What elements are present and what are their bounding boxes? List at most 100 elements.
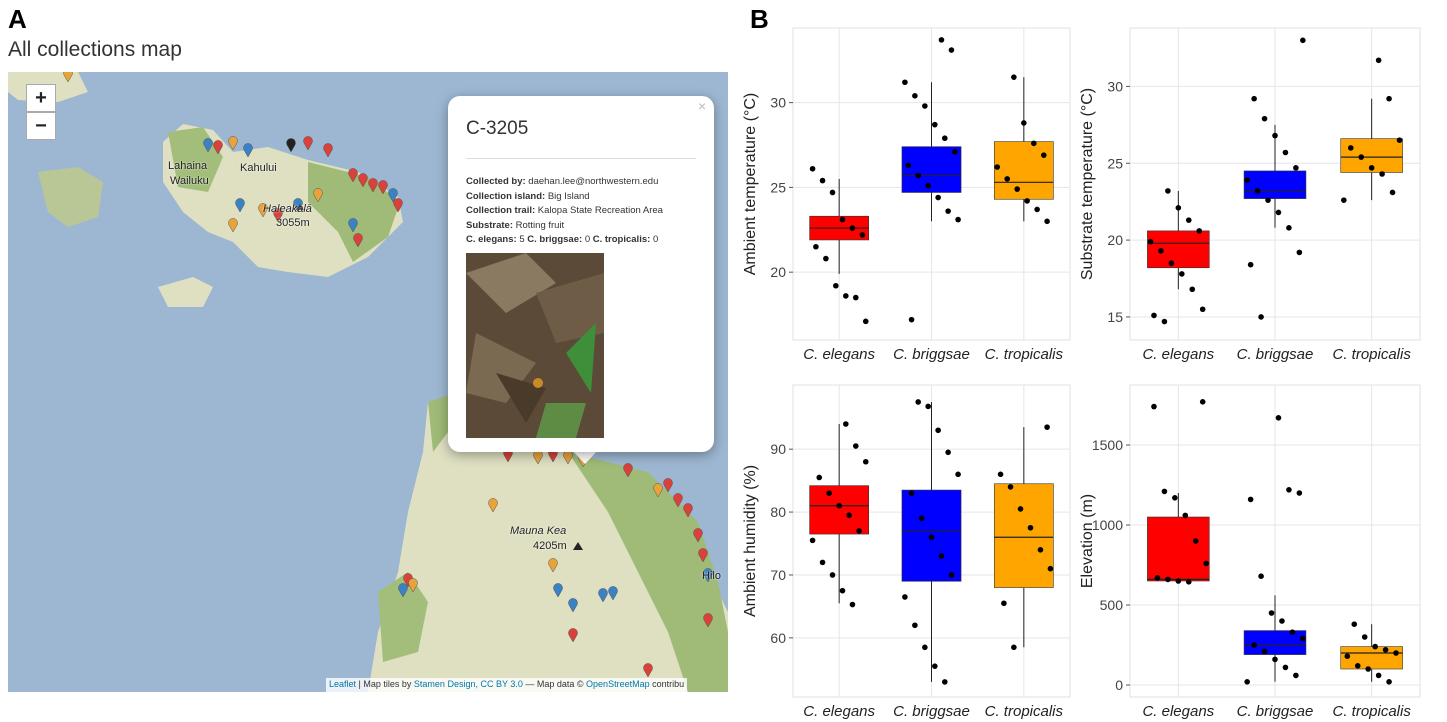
data-point: [1272, 132, 1278, 139]
map-marker[interactable]: [568, 628, 578, 643]
map-marker[interactable]: [643, 663, 653, 678]
map-marker[interactable]: [548, 558, 558, 573]
data-point: [843, 421, 849, 427]
map-marker[interactable]: [258, 203, 268, 218]
data-point: [1372, 643, 1378, 650]
map-marker[interactable]: [488, 498, 498, 513]
y-tick-label: 1500: [1092, 437, 1123, 453]
map-marker[interactable]: [286, 138, 296, 153]
map-marker[interactable]: [663, 478, 673, 493]
data-point: [1165, 576, 1171, 583]
map-marker[interactable]: [673, 493, 683, 508]
y-tick-label: 60: [770, 630, 786, 646]
map-marker[interactable]: [598, 588, 608, 603]
map-marker[interactable]: [393, 198, 403, 213]
data-point: [925, 403, 931, 410]
map-marker[interactable]: [553, 583, 563, 598]
map-marker[interactable]: [228, 218, 238, 233]
x-tick-label: C. briggsae: [893, 346, 970, 363]
map-marker[interactable]: [368, 178, 378, 193]
data-point: [1382, 647, 1389, 653]
data-point: [902, 594, 908, 600]
map-marker[interactable]: [63, 72, 73, 83]
y-tick-label: 90: [770, 441, 786, 457]
map-marker[interactable]: [348, 218, 358, 233]
popup-field: Substrate: Rotting fruit: [466, 220, 564, 231]
map-marker[interactable]: [273, 208, 283, 223]
data-point: [1351, 621, 1358, 627]
map-marker[interactable]: [358, 173, 368, 188]
map-marker[interactable]: [313, 188, 323, 203]
data-point: [1386, 679, 1392, 685]
data-point: [1375, 672, 1382, 679]
attribution-link[interactable]: OpenStreetMap: [586, 679, 650, 689]
count-value: 0: [584, 234, 591, 245]
data-point: [1001, 600, 1007, 607]
data-point: [912, 93, 918, 99]
data-point: [1182, 512, 1189, 519]
data-point: [829, 572, 836, 578]
y-tick-label: 70: [770, 567, 786, 583]
popup-title: C-3205: [466, 118, 529, 139]
map-marker[interactable]: [683, 503, 693, 518]
map-marker[interactable]: [293, 198, 303, 213]
data-point: [908, 316, 915, 323]
map-marker[interactable]: [303, 136, 313, 151]
map-marker[interactable]: [243, 143, 253, 158]
zoom-in[interactable]: +: [26, 84, 56, 112]
popup-close[interactable]: ×: [698, 98, 707, 114]
place-label: 3055m: [276, 217, 310, 229]
map-marker[interactable]: [353, 233, 363, 248]
place-label: Haleakalā: [263, 203, 312, 215]
map-marker[interactable]: [323, 143, 333, 158]
map-marker[interactable]: [213, 140, 223, 155]
box: [809, 485, 870, 535]
popup-field: Collection island: Big Island: [466, 191, 590, 202]
place-label: Mauna Kea: [510, 525, 567, 537]
map-marker[interactable]: [568, 598, 578, 613]
attribution-link[interactable]: Leaflet: [329, 679, 357, 689]
attribution-link[interactable]: CC BY 3.0: [480, 679, 523, 689]
data-point: [809, 537, 816, 544]
data-point: [833, 282, 839, 289]
map-marker[interactable]: [203, 138, 213, 153]
map-marker[interactable]: [378, 180, 388, 195]
map[interactable]: + − Lahaina Wailuku Kahului Haleakalā 30…: [8, 72, 728, 692]
data-point: [862, 318, 869, 325]
zoom-out[interactable]: −: [26, 112, 56, 140]
data-point: [856, 528, 862, 534]
map-marker[interactable]: [608, 586, 618, 601]
data-point: [1179, 271, 1185, 277]
data-point: [1151, 312, 1157, 319]
attribution-link[interactable]: Stamen Design,: [413, 679, 478, 689]
y-tick-label: 30: [770, 95, 786, 111]
place-label: Wailuku: [170, 175, 209, 187]
map-marker[interactable]: [693, 528, 703, 543]
data-point: [948, 47, 955, 53]
map-marker[interactable]: [235, 198, 245, 213]
map-marker[interactable]: [698, 548, 708, 563]
count-label: C. elegans:: [466, 234, 517, 245]
map-marker[interactable]: [703, 568, 713, 583]
data-point: [915, 399, 922, 405]
map-marker[interactable]: [703, 613, 713, 628]
map-marker[interactable]: [653, 483, 663, 498]
data-point: [1393, 650, 1399, 656]
map-marker[interactable]: [388, 188, 398, 203]
data-point: [1300, 635, 1306, 642]
data-point: [1300, 37, 1306, 44]
data-point: [1354, 663, 1361, 669]
data-point: [951, 148, 958, 155]
field-value: daehan.lee@northwestern.edu: [528, 176, 659, 187]
data-point: [1021, 120, 1027, 126]
data-point: [1158, 248, 1164, 254]
data-point: [905, 162, 912, 169]
divider: [466, 158, 696, 159]
map-marker[interactable]: [408, 578, 418, 593]
map-marker[interactable]: [228, 136, 238, 151]
map-marker[interactable]: [623, 463, 633, 478]
data-point: [823, 255, 829, 262]
data-point: [1272, 656, 1278, 663]
map-marker[interactable]: [348, 168, 358, 183]
map-marker[interactable]: [398, 583, 408, 598]
